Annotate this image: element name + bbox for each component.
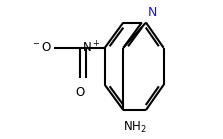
- Text: $^-$O: $^-$O: [31, 41, 52, 54]
- Text: NH$_2$: NH$_2$: [123, 120, 147, 135]
- Text: N$^+$: N$^+$: [82, 40, 101, 55]
- Text: O: O: [75, 86, 84, 99]
- Text: N: N: [148, 6, 157, 19]
